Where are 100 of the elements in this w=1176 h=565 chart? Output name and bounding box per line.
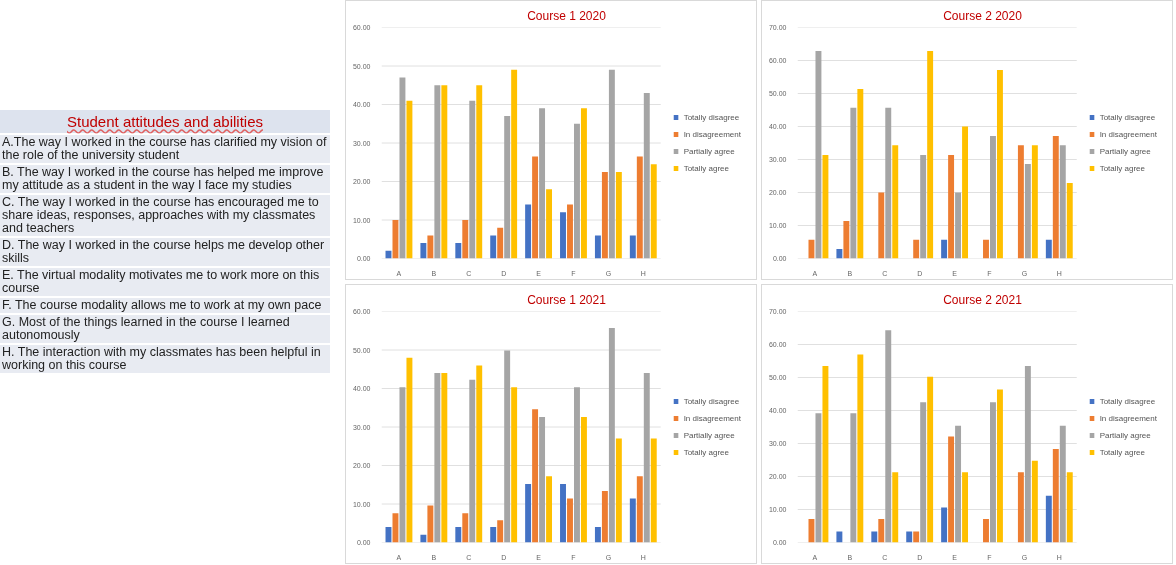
bar [567,498,573,543]
legend-label: Totally agree [683,447,729,457]
bar [927,376,934,543]
bar [420,534,427,543]
legend-label: In disagreement [1099,129,1157,139]
bar [650,164,657,259]
bar [643,373,650,543]
text: D. The way I worked in the course helps me develop other skills [0,238,330,266]
bar [643,92,650,259]
bar [983,519,989,543]
bar [532,156,539,259]
legend-label: Totally disagree [683,396,740,406]
bar [878,519,885,543]
bar [892,145,899,259]
bar [822,365,829,543]
bar [1017,145,1024,259]
bar [850,107,857,259]
bar [913,531,920,543]
bar [1024,164,1031,259]
bar [920,402,927,543]
bar [822,154,829,259]
bar [962,472,969,543]
bar [941,239,948,259]
bar [580,108,587,259]
bar [497,520,504,543]
bar [497,227,504,259]
bar [469,379,476,543]
bar [1045,239,1052,259]
text: F. The course modality allows me to work at my own pace [0,298,330,313]
legend-label: In disagreement [683,413,741,423]
bar [539,108,546,259]
bar [532,409,539,543]
bar [941,507,948,543]
bar [920,154,927,259]
bar [504,350,511,543]
legend-label: Totally agree [683,163,729,173]
bar [567,204,573,259]
text: G. Most of the things learned in the course I learned autonomously [0,315,330,343]
bar [615,438,622,543]
text: C. The way I worked in the course has encouraged me to share ideas, responses, approaches with my classmates and teachers [0,195,330,236]
legend-label: Partially agree [683,146,735,156]
text: H. The interaction with my classmates has been helpful in working on this course [0,345,330,373]
bar [455,243,462,259]
bar [399,387,406,543]
bar [546,476,553,543]
bar [629,498,636,543]
bar [476,85,483,259]
bar [808,239,815,259]
bar [636,476,643,543]
bar [990,136,996,259]
bar [629,235,636,259]
bar [1052,136,1059,259]
bar [843,220,850,259]
text: E. The virtual modality motivates me to work more on this course [0,268,330,296]
bar [906,531,913,543]
bar [857,88,864,259]
legend-label: Totally agree [1099,447,1145,457]
bar [511,387,518,543]
bar [608,328,615,543]
bar [857,354,864,543]
bar [996,70,1003,259]
bar [871,531,878,543]
bar [650,438,657,543]
bar [885,107,892,259]
bar [815,413,822,543]
bar [434,373,441,543]
bar [955,425,962,543]
bar [441,85,448,259]
bar [983,239,989,259]
bar [1066,472,1073,543]
text: A.The way I worked in the course has clarified my vision of the role of the university student [0,135,330,163]
bar [462,513,469,543]
chart-title: Course 2 2021 [943,292,1023,307]
chart-title: Course 1 2020 [527,8,607,23]
bar [546,189,553,259]
bar [525,204,532,259]
bar [525,483,532,543]
bar [420,243,427,259]
bar [955,192,962,259]
bar [427,505,434,543]
bar [1031,145,1038,259]
bar [392,513,399,543]
bar [913,239,920,259]
legend-label: In disagreement [683,129,741,139]
bar [539,416,546,543]
bar [892,472,899,543]
bar [1024,365,1031,543]
text: Student attitudes and abilities [0,110,330,133]
bar [406,357,413,543]
bar [580,416,587,543]
text: B. The way I worked in the course has helped me improve my attitude as a student in the way I face my studies [0,165,330,193]
bar [462,220,469,259]
bar [815,50,822,259]
bar [476,365,483,543]
bar [406,100,413,259]
bar [469,100,476,259]
bar [504,116,511,259]
bar [1045,495,1052,543]
legend-label: Totally disagree [1099,396,1156,406]
bar [948,436,955,543]
